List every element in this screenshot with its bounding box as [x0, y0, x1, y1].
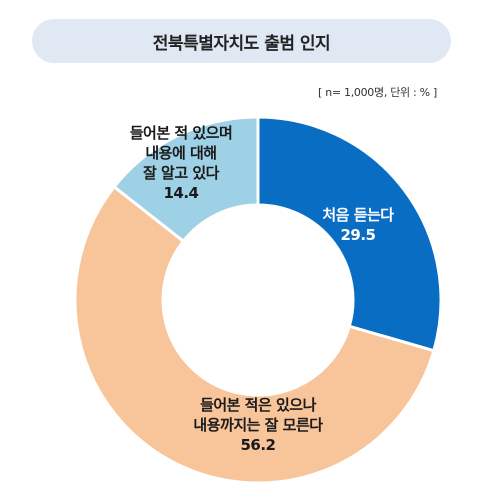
slice-3-category-label: 내용에 대해: [145, 144, 216, 162]
donut-slice-3: [112, 115, 260, 244]
slice-1-value-label: 29.5: [340, 226, 375, 244]
chart-title-banner: 전북특별자치도 출범 인지: [32, 19, 451, 63]
slice-2-category-label: 내용까지는 잘 모른다: [193, 416, 323, 434]
donut-slice-2: [73, 184, 436, 485]
slice-2-category-label: 들어본 적은 있으나: [200, 396, 317, 414]
donut-slice-1: [256, 115, 443, 353]
slice-3-category-label: 들어본 적 있으며: [130, 124, 233, 142]
sample-size-note: [ n= 1,000명, 단위 : % ]: [318, 86, 437, 99]
chart-title: 전북특별자치도 출범 인지: [152, 33, 331, 54]
slice-2-value-label: 56.2: [240, 436, 275, 454]
slice-3-category-label: 잘 알고 있다: [143, 164, 220, 182]
slice-1-category-label: 처음 듣는다: [322, 206, 394, 224]
slice-3-value-label: 14.4: [163, 184, 198, 202]
